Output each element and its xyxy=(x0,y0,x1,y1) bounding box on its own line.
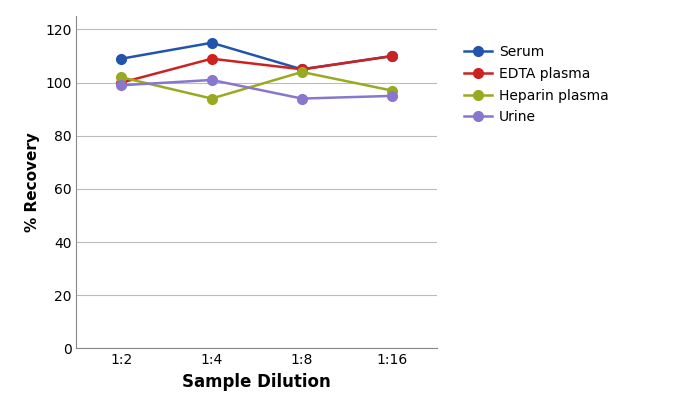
EDTA plasma xyxy=(298,67,306,72)
Legend: Serum, EDTA plasma, Heparin plasma, Urine: Serum, EDTA plasma, Heparin plasma, Urin… xyxy=(459,40,614,130)
Line: EDTA plasma: EDTA plasma xyxy=(117,51,397,87)
Urine xyxy=(298,96,306,101)
EDTA plasma xyxy=(117,80,126,85)
Y-axis label: % Recovery: % Recovery xyxy=(24,132,40,232)
Heparin plasma xyxy=(298,70,306,75)
Serum xyxy=(388,53,396,58)
Heparin plasma xyxy=(208,96,216,101)
Urine xyxy=(117,83,126,88)
EDTA plasma xyxy=(208,56,216,61)
Urine xyxy=(208,77,216,82)
Line: Heparin plasma: Heparin plasma xyxy=(117,67,397,103)
Serum xyxy=(208,40,216,45)
Urine xyxy=(388,94,396,98)
Line: Urine: Urine xyxy=(117,75,397,103)
Heparin plasma xyxy=(117,75,126,80)
Serum xyxy=(117,56,126,61)
EDTA plasma xyxy=(388,53,396,58)
Serum xyxy=(298,67,306,72)
Heparin plasma xyxy=(388,88,396,93)
Line: Serum: Serum xyxy=(117,38,397,74)
X-axis label: Sample Dilution: Sample Dilution xyxy=(183,373,331,391)
